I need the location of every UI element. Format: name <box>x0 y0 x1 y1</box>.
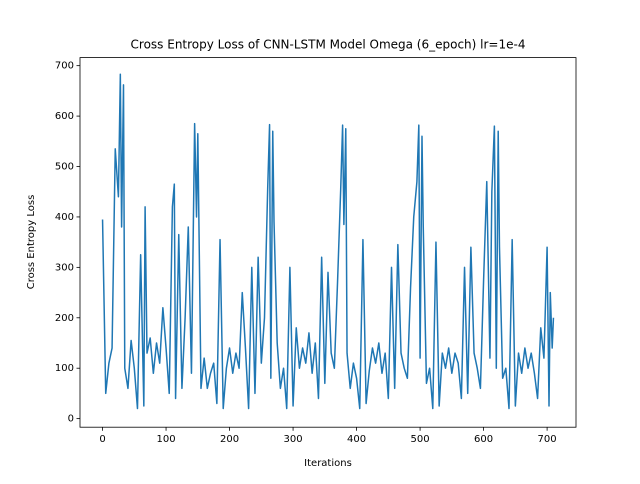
x-tick-label: 500 <box>411 434 430 445</box>
y-axis-label: Cross Entropy Loss <box>26 195 37 290</box>
y-tick-label: 700 <box>55 61 74 72</box>
y-tick-label: 300 <box>55 262 74 273</box>
data-line <box>101 73 555 410</box>
y-tick-label: 0 <box>68 414 74 425</box>
x-tick-label: 300 <box>284 434 303 445</box>
x-tick-label: 600 <box>474 434 493 445</box>
x-tick-label: 0 <box>99 434 105 445</box>
y-tick-label: 200 <box>55 313 74 324</box>
x-tick-label: 100 <box>157 434 176 445</box>
y-tick-label: 100 <box>55 363 74 374</box>
y-tick-label: 500 <box>55 162 74 173</box>
x-tick-label: 400 <box>347 434 366 445</box>
chart-title: Cross Entropy Loss of CNN-LSTM Model Ome… <box>131 38 526 52</box>
y-tick-label: 600 <box>55 111 74 122</box>
y-tick-label: 400 <box>55 212 74 223</box>
x-axis-label: Iterations <box>304 458 352 469</box>
x-tick-label: 700 <box>538 434 557 445</box>
plot-frame <box>79 57 577 428</box>
x-tick-label: 200 <box>220 434 239 445</box>
